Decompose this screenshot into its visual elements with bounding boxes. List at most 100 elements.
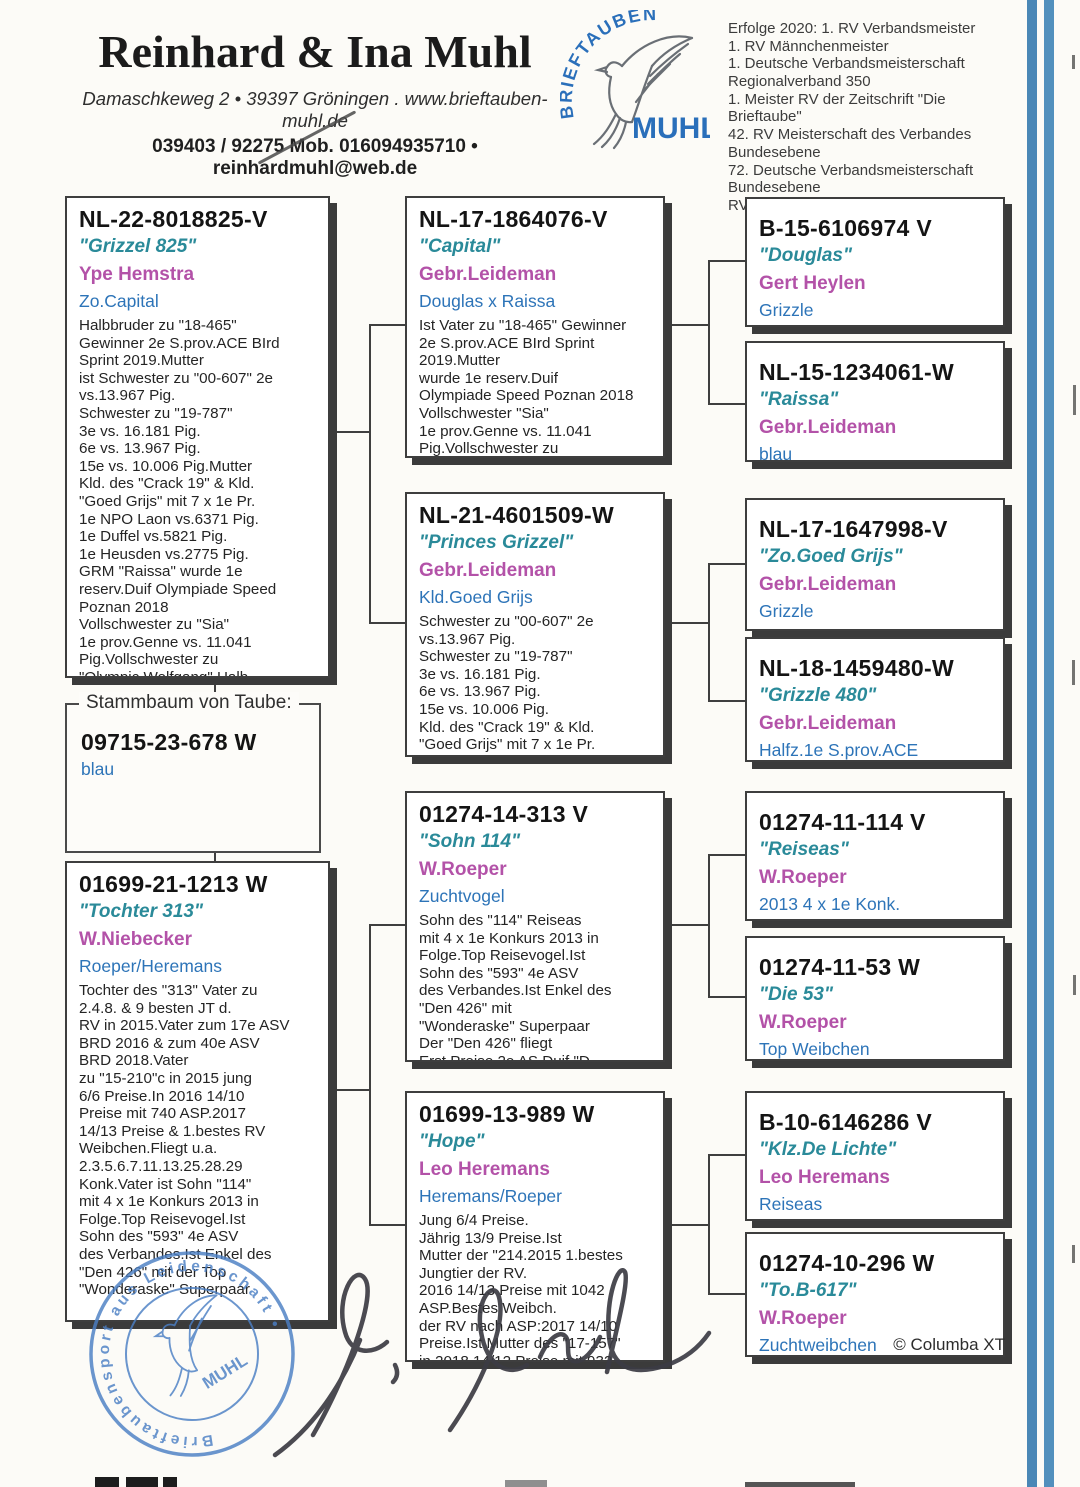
pedigree-connector xyxy=(370,1224,405,1226)
strain-line: Douglas x Raissa xyxy=(419,291,556,311)
pigeon-name: "Die 53" xyxy=(759,984,833,1005)
pigeon-name: "Zo.Goed Grijs" xyxy=(759,546,903,567)
pedigree-connector xyxy=(330,431,370,433)
subject-box: Stammbaum von Taube: 09715-23-678 W blau xyxy=(65,692,321,853)
pedigree-box: 01699-13-989 W "Hope" Leo Heremans Herem… xyxy=(405,1091,665,1362)
achievements-list: Erfolge 2020: 1. RV Verbandsmeister 1. R… xyxy=(728,20,977,214)
pedigree-connector xyxy=(330,1089,370,1091)
pedigree-connector xyxy=(710,996,745,998)
subject-label: Stammbaum von Taube: xyxy=(79,692,299,714)
pedigree-connector xyxy=(708,563,710,702)
strain-line: Top Weibchen xyxy=(759,1039,870,1059)
ring-number: NL-17-1647998-V xyxy=(759,516,948,542)
pigeon-name: "Douglas" xyxy=(759,245,852,266)
stamp-name-text: MUHL xyxy=(199,1351,251,1393)
pedigree-connector xyxy=(710,1154,745,1156)
scan-artifact xyxy=(1072,1245,1075,1263)
ring-number: NL-21-4601509-W xyxy=(419,502,614,528)
pedigree-box: NL-17-1864076-V "Capital" Gebr.Leideman … xyxy=(405,196,665,458)
pedigree-connector xyxy=(665,622,710,624)
pigeon-description: Schwester zu "00-607" 2e vs.13.967 Pig. … xyxy=(419,613,599,755)
contact-line: 039403 / 92275 Mob. 016094935710 • reinh… xyxy=(152,135,478,179)
ring-number: 09715-23-678 W xyxy=(81,729,257,755)
strain-line: Reiseas xyxy=(759,1194,823,1214)
cutoff-text-fragment xyxy=(745,1482,855,1487)
strain-line: Zuchtweibchen xyxy=(759,1335,877,1355)
pigeon-name: "Hope" xyxy=(419,1131,485,1152)
pedigree-box: NL-15-1234061-W "Raissa" Gebr.Leideman b… xyxy=(745,341,1005,462)
pigeon-description: Tochter des "313" Vater zu 2.4.8. & 9 be… xyxy=(79,982,290,1299)
pedigree-connector xyxy=(710,563,745,565)
breeder-name: Gebr.Leideman xyxy=(419,560,557,581)
pedigree-connector xyxy=(665,324,710,326)
pigeon-name: "To.B-617" xyxy=(759,1280,857,1301)
pedigree-box-dam: 01699-21-1213 W "Tochter 313" W.Niebecke… xyxy=(65,861,330,1322)
pedigree-box-sire: NL-22-8018825-V "Grizzel 825" Ype Hemstr… xyxy=(65,196,330,678)
address-line: Damaschkeweg 2 • 39397 Gröningen . www.b… xyxy=(82,87,548,131)
pedigree-connector xyxy=(369,324,371,624)
breeder-name: Gebr.Leideman xyxy=(419,264,557,285)
breeder-name: Ype Hemstra xyxy=(79,264,195,285)
cutoff-text-fragment xyxy=(163,1477,177,1487)
pedigree-connector xyxy=(710,700,745,702)
pedigree-connector xyxy=(665,1224,710,1226)
pedigree-connector xyxy=(710,1293,745,1295)
pedigree-connector xyxy=(214,851,216,863)
letterhead: Reinhard & Ina Muhl Damaschkeweg 2 • 393… xyxy=(60,22,570,180)
pedigree-box: NL-18-1459480-W "Grizzle 480" Gebr.Leide… xyxy=(745,637,1005,762)
strain-line: 2013 4 x 1e Konk. xyxy=(759,894,901,914)
pigeon-description: Halbbruder zu "18-465" Gewinner 2e S.pro… xyxy=(79,317,280,678)
pedigree-box: NL-21-4601509-W "Princes Grizzel" Gebr.L… xyxy=(405,492,665,757)
ring-number: B-15-6106974 V xyxy=(759,215,932,241)
scan-artifact xyxy=(1072,55,1075,69)
logo-name-text: MUHL xyxy=(632,112,710,145)
ring-number: 01699-13-989 W xyxy=(419,1101,595,1127)
pigeon-name: "Raissa" xyxy=(759,389,839,410)
breeder-name: Gebr.Leideman xyxy=(759,574,897,595)
pedigree-box: 01274-10-296 W "To.B-617" W.Roeper Zucht… xyxy=(745,1232,1005,1357)
breeder-name: Gebr.Leideman xyxy=(759,713,897,734)
ring-number: 01274-11-114 V xyxy=(759,809,926,835)
strain-line: Grizzle xyxy=(759,601,814,621)
pedigree-box: 01274-11-114 V "Reiseas" W.Roeper 2013 4… xyxy=(745,791,1005,921)
scan-artifact xyxy=(1073,385,1076,415)
pigeon-name: "Grizzle 480" xyxy=(759,685,877,706)
pedigree-box: 01274-14-313 V "Sohn 114" W.Roeper Zucht… xyxy=(405,791,665,1062)
breeder-name: W.Roeper xyxy=(759,1012,847,1033)
ring-number: 01274-14-313 V xyxy=(419,801,589,827)
strain-line: Halfz.1e S.prov.ACE xyxy=(759,740,919,760)
pigeon-name: "Tochter 313" xyxy=(79,901,203,922)
pedigree-connector xyxy=(710,260,745,262)
pedigree-connector xyxy=(708,854,710,998)
loft-logo: BRIEFTAUBEN MUHL xyxy=(560,10,710,150)
strain-line: blau xyxy=(759,444,793,462)
cutoff-text-fragment xyxy=(505,1480,547,1487)
color-line: blau xyxy=(81,759,115,779)
ring-number: B-10-6146286 V xyxy=(759,1109,932,1135)
breeder-name: Leo Heremans xyxy=(419,1159,550,1180)
ring-number: NL-15-1234061-W xyxy=(759,359,954,385)
pedigree-connector xyxy=(369,924,371,1226)
stamp-dove-icon xyxy=(152,1294,218,1397)
strain-line: Grizzle xyxy=(759,300,814,320)
pigeon-description: Sohn des "114" Reiseas mit 4 x 1e Konkur… xyxy=(419,912,612,1062)
pedigree-connector xyxy=(370,324,405,326)
pedigree-connector xyxy=(708,260,710,405)
scan-artifact xyxy=(1072,660,1075,685)
ring-number: 01274-11-53 W xyxy=(759,954,921,980)
scan-artifact xyxy=(1073,975,1076,995)
pedigree-connector xyxy=(370,622,405,624)
page-edge-stripe xyxy=(1044,0,1054,1487)
strain-line: Heremans/Roeper xyxy=(419,1186,562,1206)
page-title: Reinhard & Ina Muhl xyxy=(98,26,532,77)
pigeon-description: Ist Vater zu "18-465" Gewinner 2e S.prov… xyxy=(419,317,634,458)
pedigree-connector xyxy=(710,854,745,856)
pedigree-connector xyxy=(708,1154,710,1295)
pedigree-box: NL-17-1647998-V "Zo.Goed Grijs" Gebr.Lei… xyxy=(745,498,1005,631)
breeder-name: Leo Heremans xyxy=(759,1167,890,1188)
ring-number: 01274-10-296 W xyxy=(759,1250,935,1276)
ring-number: NL-17-1864076-V xyxy=(419,206,608,232)
pigeon-name: "Princes Grizzel" xyxy=(419,532,574,553)
pedigree-box: B-10-6146286 V "Klz.De Lichte" Leo Herem… xyxy=(745,1091,1005,1221)
